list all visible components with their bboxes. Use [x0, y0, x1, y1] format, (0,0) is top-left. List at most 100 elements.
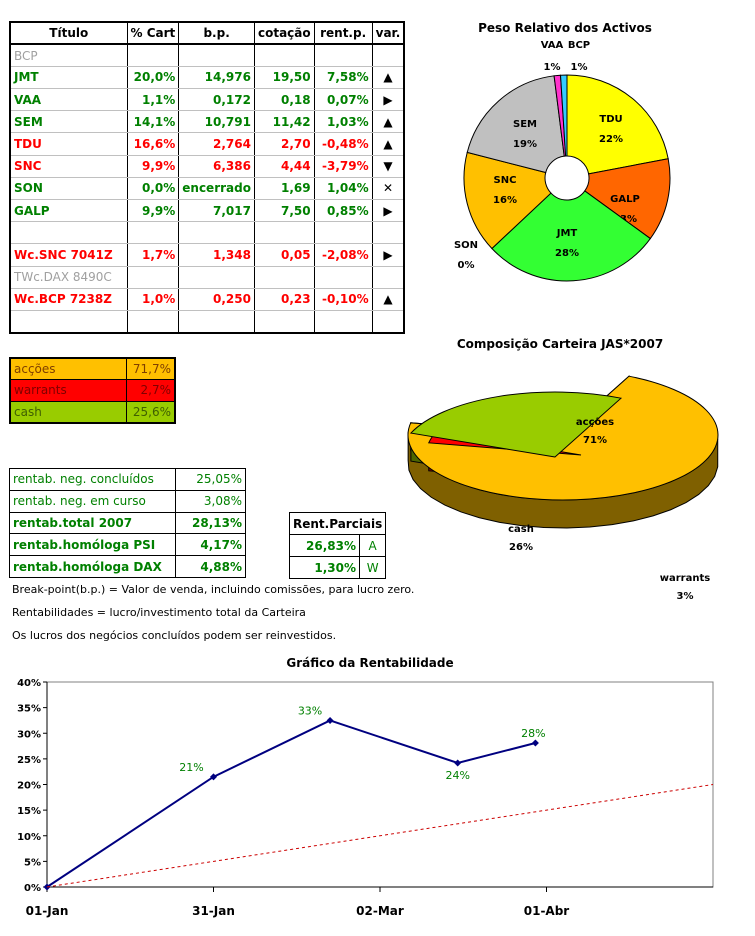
cell-titulo: VAA	[10, 88, 128, 112]
partial-returns-table: Rent.Parciais 26,83% A 1,30% W	[289, 512, 387, 579]
cell-var: ✕	[372, 177, 405, 201]
pie2-chart: acções 71% warrants 3% cash 26%	[407, 375, 719, 602]
series-line-1	[46, 784, 714, 888]
partial-returns-header: Rent.Parciais	[289, 512, 386, 535]
cell-cotacao: 11,42	[254, 110, 315, 134]
pie1-chart: TDU 22% GALP 13% JMT 28% SON 0% SNC 16% SEM 19% VAA 1…	[454, 40, 671, 282]
pie1-slice-jmt	[491, 190, 652, 282]
cell-titulo: TWc.DAX 8490C	[10, 266, 128, 289]
series-data-label: 24%	[445, 769, 469, 782]
rentab-label: rentab.homóloga PSI	[9, 533, 176, 557]
rentab-label: rentab. neg. em curso	[9, 490, 176, 513]
cell-cotacao: 0,18	[254, 88, 315, 112]
cell-var: ▲	[372, 110, 405, 134]
series-data-label: 21%	[179, 761, 203, 774]
cell-pct-cart: 1,1%	[127, 88, 180, 112]
cell-var: ▶	[372, 88, 405, 112]
cell-var: ▲	[372, 288, 405, 311]
rentab-value: 4,88%	[175, 555, 246, 578]
cell-var	[372, 44, 405, 67]
holding-row: SON 0,0% encerrado 1,69 1,04% ✕	[10, 177, 405, 201]
rentab-row: rentab.homóloga PSI 4,17%	[9, 533, 246, 557]
holding-row: Wc.BCP 7238Z 1,0% 0,250 0,23 -0,10% ▲	[10, 288, 405, 311]
cell-bp: 6,386	[178, 155, 255, 178]
y-tick-label: 0%	[24, 883, 41, 894]
pie1-slice-tdu	[566, 74, 669, 175]
cell-cotacao	[254, 310, 315, 334]
pie2-label: cash	[508, 524, 534, 535]
cell-pct-cart: 20,0%	[127, 66, 180, 90]
cell-cotacao: 7,50	[254, 199, 315, 223]
cell-rent	[314, 44, 373, 67]
cell-rent	[314, 266, 373, 289]
cell-var: ▲	[372, 66, 405, 90]
cell-rent: -0,48%	[314, 132, 373, 156]
composition-row: acções 71,7%	[10, 358, 175, 380]
cell-titulo: SON	[10, 177, 128, 201]
cell-cotacao	[254, 266, 315, 289]
pie2-slice-cash	[409, 391, 623, 458]
pie1-slice-galp	[584, 158, 671, 240]
partial-return-value: 1,30%	[289, 556, 360, 579]
pie2-value: 26%	[509, 542, 533, 553]
cell-var	[372, 266, 405, 289]
holding-row	[10, 221, 405, 245]
composition-label: acções	[10, 358, 126, 380]
line-chart-title: Gráfico da Rentabilidade	[286, 656, 454, 670]
x-tick-label: 01-Jan	[26, 904, 69, 918]
pie1-label-sem: SEM	[513, 119, 537, 130]
cell-bp	[178, 44, 255, 67]
col-header-rent: rent.p.	[314, 22, 373, 46]
series-point	[210, 773, 217, 781]
cell-bp: encerrado	[178, 177, 255, 201]
cell-cotacao	[254, 221, 315, 245]
col-header-titulo: Título	[10, 22, 128, 46]
composition-label: cash	[10, 401, 126, 423]
cell-pct-cart	[127, 221, 180, 245]
cell-rent: 7,58%	[314, 66, 373, 90]
rentab-row: rentab.total 2007 28,13%	[9, 512, 246, 535]
rentability-table: rentab. neg. concluídos 25,05% rentab. neg…	[9, 468, 246, 578]
cell-cotacao: 1,69	[254, 177, 315, 201]
cell-cotacao	[254, 44, 315, 67]
rentab-value: 25,05%	[175, 468, 246, 491]
cell-rent	[314, 221, 373, 245]
y-tick-label: 10%	[17, 832, 41, 843]
rentab-label: rentab. neg. concluídos	[9, 468, 176, 491]
composition-label: warrants	[10, 379, 126, 402]
cell-rent: -0,10%	[314, 288, 373, 311]
pie1-value-tdu: 22%	[599, 134, 623, 145]
partial-return-key: A	[359, 534, 386, 557]
y-tick-label: 30%	[17, 729, 41, 740]
cell-var: ▼	[372, 155, 405, 178]
rentab-value: 4,17%	[175, 533, 246, 557]
col-header-pct-cart: % Cart	[127, 22, 180, 46]
y-tick-label: 35%	[17, 704, 41, 715]
pie1-label-bcp: BCP	[568, 40, 590, 51]
rentab-value: 3,08%	[175, 490, 246, 513]
cell-pct-cart: 16,6%	[127, 132, 180, 156]
pie1-value-snc: 16%	[493, 195, 517, 206]
holding-row: GALP 9,9% 7,017 7,50 0,85% ▶	[10, 199, 405, 223]
x-tick-label: 31-Jan	[192, 904, 235, 918]
cell-titulo: JMT	[10, 66, 128, 90]
cell-rent: -2,08%	[314, 243, 373, 267]
cell-pct-cart: 9,9%	[127, 155, 180, 178]
holding-row: TDU 16,6% 2,764 2,70 -0,48% ▲	[10, 132, 405, 156]
pie1-value-sem: 19%	[513, 139, 537, 150]
cell-rent: 0,85%	[314, 199, 373, 223]
composition-table: acções 71,7% warrants 2,7% cash 25,6%	[9, 357, 176, 424]
rentab-row: rentab. neg. em curso 3,08%	[9, 490, 246, 513]
rentab-label: rentab.total 2007	[9, 512, 176, 535]
y-tick-label: 5%	[24, 857, 41, 868]
pie1-value-vaa: 1%	[544, 62, 561, 73]
series-data-label: 28%	[521, 727, 545, 740]
cell-var	[372, 221, 405, 245]
holding-row: SEM 14,1% 10,791 11,42 1,03% ▲	[10, 110, 405, 134]
y-tick-label: 20%	[17, 781, 41, 792]
line-chart: 0% 5% 10% 15% 20% 25% 30% 35% 40% 01-Jan 31-Jan 02-…	[17, 678, 714, 918]
composition-row: warrants 2,7%	[10, 379, 175, 402]
rentab-value: 28,13%	[175, 512, 246, 535]
cell-titulo: Wc.BCP 7238Z	[10, 288, 128, 311]
pie1-value-galp: 13%	[613, 214, 637, 225]
